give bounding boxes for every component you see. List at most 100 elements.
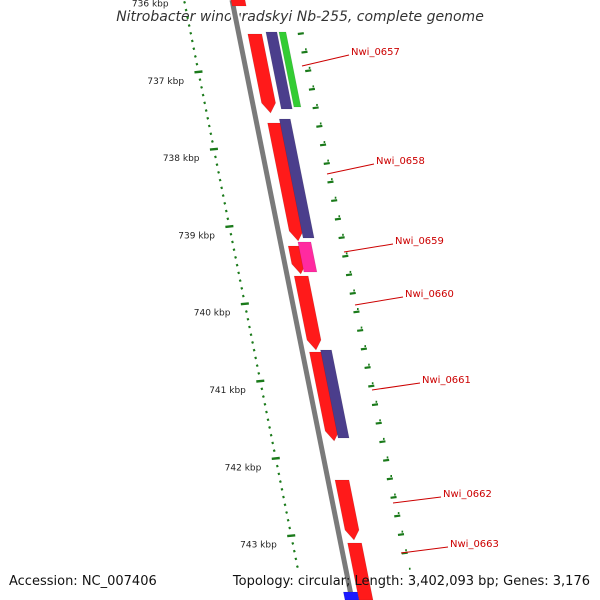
scale-minor-tick: [187, 24, 191, 27]
gene-label: Nwi_0663: [450, 539, 499, 550]
map-title: Nitrobacter winogradskyi Nb-255, complet…: [116, 9, 484, 25]
outer-scale-tick: [353, 310, 360, 314]
outer-scale-tick: [342, 254, 349, 258]
outer-scale-tick: [308, 87, 316, 91]
gene-label: Nwi_0662: [443, 489, 492, 500]
scale-minor-tick: [203, 101, 207, 105]
scale-label: 739 kbp: [178, 231, 215, 241]
scale-minor-tick: [190, 39, 194, 43]
scale-minor-tick: [214, 155, 217, 159]
scale-minor-tick: [288, 526, 292, 530]
scale-minor-tick: [240, 286, 244, 290]
gene-label-leader: [326, 163, 375, 175]
scale-minor-tick: [246, 317, 250, 321]
outer-scale-tick: [338, 236, 345, 240]
scale-minor-tick: [223, 201, 227, 205]
scale-major-tick: [271, 456, 280, 460]
gene-label-leader: [371, 382, 421, 391]
scale-minor-tick: [218, 178, 222, 182]
scale-minor-tick: [271, 441, 275, 445]
scale-minor-tick: [275, 464, 279, 468]
gene-label-leader: [301, 54, 350, 67]
outer-scale-tick: [301, 50, 308, 54]
scale-minor-tick: [189, 31, 193, 35]
gene-label: Nwi_0661: [422, 375, 471, 386]
outer-scale-tick: [360, 347, 368, 351]
gene-label: Nwi_0659: [395, 236, 444, 247]
outer-scale-tick: [331, 199, 338, 203]
gene-label: Nwi_0660: [405, 289, 454, 300]
scale-minor-tick: [193, 55, 197, 58]
scale-major-tick: [194, 70, 203, 74]
reverse-cds-feature: [320, 349, 350, 439]
scale-minor-tick: [254, 356, 258, 360]
scale-minor-tick: [269, 433, 273, 437]
gene-label: Nwi_0657: [351, 47, 400, 58]
scale-minor-tick: [278, 480, 282, 484]
outer-scale-tick: [349, 291, 356, 295]
scale-minor-tick: [285, 511, 288, 514]
scale-minor-tick: [217, 170, 220, 174]
scale-minor-tick: [260, 387, 264, 391]
scale-minor-tick: [231, 240, 234, 244]
scale-minor-tick: [229, 232, 233, 236]
scale-minor-tick: [277, 472, 281, 476]
outer-scale-tick: [297, 32, 304, 36]
scale-layer: 736 kbp 737 kbp 738 kbp 739 kbp 740 kbp 741 k…: [132, 0, 411, 570]
label-layer: Nwi_0657 Nwi_0658 Nwi_0659 Nwi_0660 Nwi_0661…: [301, 47, 499, 554]
scale-minor-tick: [286, 518, 290, 522]
scale-label: 740 kbp: [194, 309, 231, 319]
accession-text: Accession: NC_007406: [9, 574, 157, 589]
scale-minor-tick: [204, 109, 208, 112]
outer-scale-tick: [334, 217, 342, 221]
scale-minor-tick: [183, 0, 186, 4]
scale-label: 738 kbp: [163, 154, 200, 164]
scale-minor-tick: [221, 194, 225, 198]
scale-minor-tick: [291, 542, 295, 545]
outer-scale-tick: [401, 551, 408, 555]
gene-label-leader: [343, 243, 394, 253]
scale-minor-tick: [237, 271, 241, 275]
outer-scale-tick: [371, 403, 379, 407]
scale-major-tick: [240, 302, 249, 306]
backbone-layer: [227, 0, 357, 600]
reverse-cds-feature: [265, 31, 293, 110]
scale-minor-tick: [238, 279, 242, 283]
outer-scale-tick: [386, 477, 393, 481]
scale-minor-tick: [266, 418, 270, 422]
scale-label: 737 kbp: [147, 77, 184, 87]
outer-scale-tick: [357, 328, 364, 332]
scale-minor-tick: [220, 186, 224, 190]
scale-label: 742 kbp: [225, 463, 262, 473]
scale-minor-tick: [251, 341, 254, 344]
outer-scale-tick: [364, 366, 371, 370]
scale-minor-tick: [263, 402, 267, 406]
scale-minor-tick: [184, 8, 188, 12]
scale-minor-tick: [234, 255, 237, 259]
forward-cds-feature: [267, 122, 304, 242]
scale-minor-tick: [186, 16, 190, 20]
scale-major-tick: [225, 224, 234, 229]
outer-scale-tick: [305, 69, 312, 73]
scale-minor-tick: [249, 333, 253, 337]
gene-label-leader: [400, 546, 449, 554]
scale-minor-tick: [210, 140, 214, 143]
outer-scale-tick: [394, 514, 401, 518]
scale-major-tick: [209, 147, 219, 151]
scale-minor-tick: [294, 557, 298, 561]
scale-label: 736 kbp: [132, 0, 169, 10]
scale-minor-tick: [195, 62, 199, 66]
scale-minor-tick: [207, 124, 211, 128]
outer-scale-tick: [319, 143, 327, 147]
outer-scale-tick: [382, 458, 390, 462]
scale-minor-tick: [257, 371, 261, 375]
scale-minor-tick: [292, 549, 296, 553]
scale-minor-tick: [226, 217, 230, 221]
outer-scale-tick: [323, 161, 330, 165]
outer-scale-tick: [375, 421, 382, 425]
forward-cds-feature: [347, 542, 374, 600]
green-feature: [278, 31, 302, 108]
scale-minor-tick: [283, 503, 287, 507]
scale-minor-tick: [261, 395, 265, 398]
